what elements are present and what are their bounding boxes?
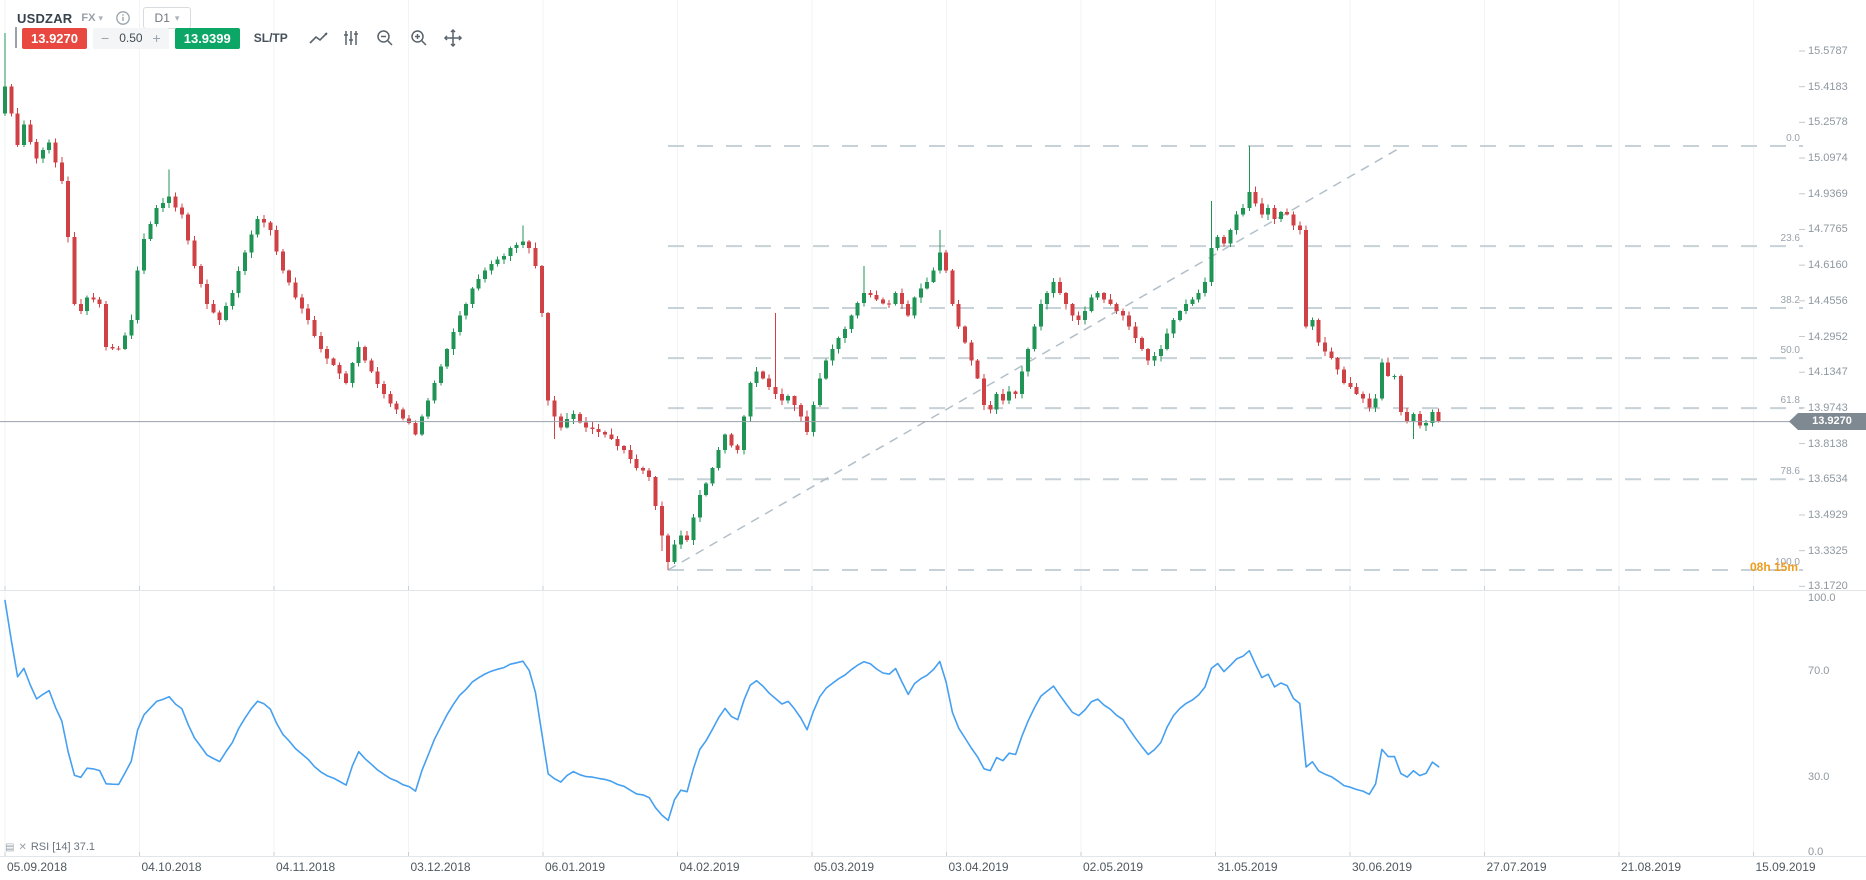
- current-price-value: 13.9270: [1812, 415, 1852, 427]
- toolbar-divider: [15, 27, 17, 48]
- price-axis-label: 14.9369: [1808, 187, 1848, 200]
- info-icon[interactable]: [112, 7, 134, 29]
- fib-level-label: 61.8: [1780, 395, 1800, 407]
- timeframe-dropdown[interactable]: D1 ▾: [142, 7, 191, 29]
- rsi-indicator-label: RSI [14] 37.1: [30, 841, 96, 853]
- candle-countdown: 08h 15m: [1749, 560, 1798, 574]
- date-axis-label: 05.03.2019: [814, 860, 875, 874]
- date-axis-label: 27.07.2019: [1486, 860, 1547, 874]
- zoom-out-icon[interactable]: [374, 27, 396, 49]
- symbol-name: USDZAR: [17, 10, 73, 26]
- price-axis-label: 14.1347: [1808, 366, 1848, 379]
- price-axis-label: 13.3325: [1808, 544, 1848, 557]
- price-axis-label: 14.4556: [1808, 294, 1848, 307]
- date-axis-label: 15.09.2019: [1755, 860, 1816, 874]
- date-axis-label: 31.05.2019: [1217, 860, 1278, 874]
- move-crosshair-icon[interactable]: [442, 27, 464, 49]
- price-axis-label: 13.1720: [1808, 580, 1848, 593]
- date-axis-label: 21.08.2019: [1621, 860, 1682, 874]
- price-axis-label: 15.4183: [1808, 80, 1848, 93]
- market-label: FX: [81, 12, 96, 24]
- fib-level-label: 0.0: [1786, 133, 1800, 145]
- sell-button[interactable]: 13.9270: [22, 27, 87, 49]
- rsi-axis-label: 0.0: [1808, 846, 1824, 858]
- price-axis-label: 13.4929: [1808, 508, 1848, 521]
- chevron-down-icon: ▾: [98, 12, 103, 23]
- date-axis-label: 04.10.2018: [141, 860, 202, 874]
- timeframe-value: D1: [154, 11, 170, 25]
- rsi-axis-label: 30.0: [1808, 771, 1830, 783]
- toolbar-row-1: USDZAR FX ▾ D1 ▾: [17, 7, 191, 29]
- fib-level-label: 50.0: [1780, 345, 1800, 357]
- date-axis-label: 04.11.2018: [276, 860, 336, 874]
- chevron-down-icon: ▾: [174, 12, 180, 23]
- buy-button[interactable]: 13.9399: [174, 27, 240, 49]
- date-axis-label: 03.04.2019: [948, 860, 1009, 874]
- current-price-tag: 13.9270: [1798, 413, 1866, 430]
- date-axis-label: 02.05.2019: [1083, 860, 1144, 874]
- price-axis-label: 14.2952: [1808, 330, 1848, 343]
- date-axis-label: 06.01.2019: [545, 860, 606, 874]
- date-axis-label: 05.09.2018: [7, 860, 68, 874]
- volume-value: 0.50: [119, 31, 143, 45]
- date-axis-label: 30.06.2019: [1352, 860, 1413, 874]
- trendline-tool-icon[interactable]: [308, 27, 330, 49]
- indicator-close-icon[interactable]: ✕: [18, 841, 27, 853]
- toolbar-row-2: 13.9270 − 0.50 + 13.9399 SL/TP: [22, 27, 464, 49]
- date-axis-label: 03.12.2018: [410, 860, 471, 874]
- price-axis-label: 14.6160: [1808, 259, 1848, 272]
- volume-stepper: − 0.50 +: [93, 27, 169, 49]
- price-axis-label: 15.5787: [1808, 45, 1848, 57]
- fib-level-label: 78.6: [1780, 466, 1800, 478]
- price-axis-label: 13.9743: [1808, 401, 1848, 414]
- sltp-button[interactable]: SL/TP: [253, 31, 288, 45]
- fib-level-label: 23.6: [1780, 233, 1800, 245]
- price-tag-arrow: [1789, 413, 1798, 430]
- price-axis-label: 13.8138: [1808, 437, 1848, 450]
- market-dropdown[interactable]: FX ▾: [81, 12, 103, 24]
- price-axis-label: 15.2578: [1808, 116, 1848, 129]
- plus-button[interactable]: +: [152, 30, 161, 46]
- price-axis-label: 15.0974: [1808, 152, 1848, 165]
- rsi-axis-label: 100.0: [1808, 592, 1836, 604]
- indicators-icon[interactable]: [340, 27, 362, 49]
- fib-level-label: 100.0: [1774, 556, 1800, 568]
- rsi-axis-label: 70.0: [1808, 665, 1830, 677]
- date-axis-label: 04.02.2019: [679, 860, 740, 874]
- price-axis-label: 13.6534: [1808, 473, 1848, 486]
- zoom-in-icon[interactable]: [408, 27, 430, 49]
- price-axis-label: 14.7765: [1808, 223, 1848, 236]
- minus-button[interactable]: −: [101, 30, 110, 46]
- fib-level-label: 38.2: [1780, 295, 1800, 307]
- rsi-indicator-row: ▤ ✕ RSI [14] 37.1: [5, 841, 95, 853]
- indicator-settings-icon[interactable]: ▤: [5, 841, 15, 853]
